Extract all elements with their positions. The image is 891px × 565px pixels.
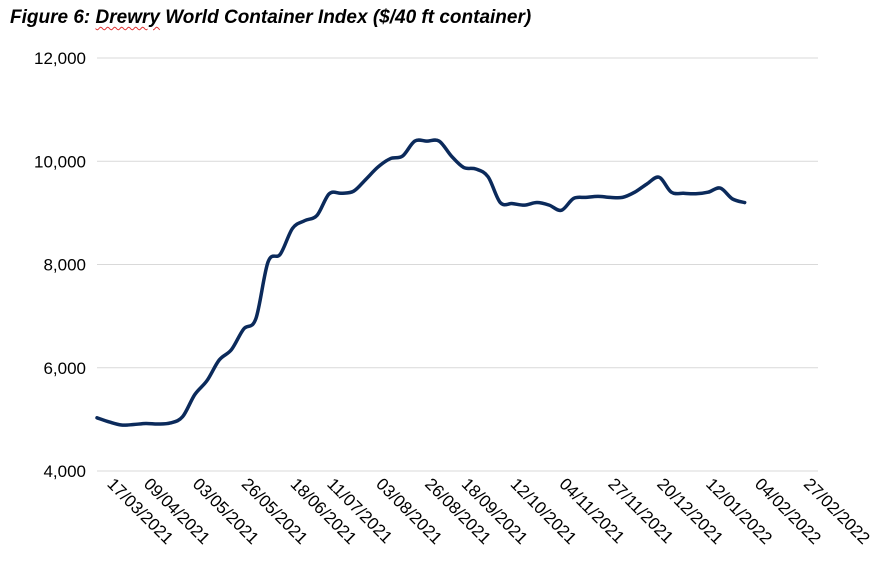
figure-title: Figure 6: Drewry World Container Index (… xyxy=(10,7,531,29)
y-tick-label: 6,000 xyxy=(43,359,86,378)
figure-title-prefix: Figure 6: xyxy=(10,7,96,28)
figure-title-rest: World Container Index ($/40 ft container… xyxy=(159,7,532,28)
series-line xyxy=(95,138,747,427)
figure-title-spellcheck-word: Drewry xyxy=(95,7,160,28)
y-tick-label: 10,000 xyxy=(34,152,86,171)
gridlines xyxy=(97,57,818,369)
y-axis: 4,000 6,000 8,000 10,000 12,000 xyxy=(34,49,86,481)
y-tick-label: 8,000 xyxy=(43,256,86,275)
y-tick-label: 12,000 xyxy=(34,49,86,68)
y-tick-label: 4,000 xyxy=(43,462,86,481)
x-axis: 17/03/202109/04/202103/05/202126/05/2021… xyxy=(97,470,874,548)
series-layer xyxy=(95,138,747,427)
